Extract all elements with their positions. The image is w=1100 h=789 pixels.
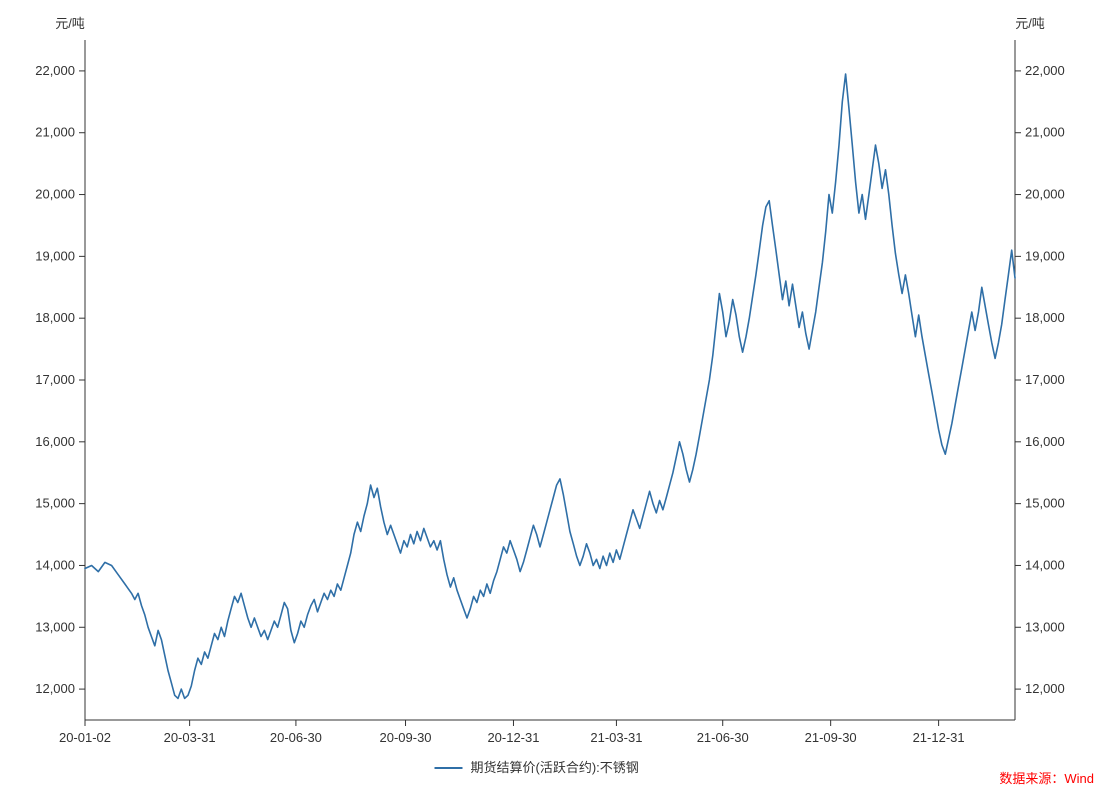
x-tick-label: 20-03-31 bbox=[164, 730, 216, 745]
y-tick-label-left: 16,000 bbox=[35, 434, 75, 449]
y-tick-label-left: 21,000 bbox=[35, 125, 75, 140]
legend-label: 期货结算价(活跃合约):不锈钢 bbox=[471, 760, 639, 775]
y-tick-label-left: 12,000 bbox=[35, 681, 75, 696]
y-tick-label-left: 22,000 bbox=[35, 63, 75, 78]
y-tick-label-left: 19,000 bbox=[35, 248, 75, 263]
y-tick-label-left: 20,000 bbox=[35, 187, 75, 202]
x-tick-label: 20-06-30 bbox=[270, 730, 322, 745]
y-axis-label-right: 元/吨 bbox=[1015, 16, 1045, 31]
y-tick-label-right: 19,000 bbox=[1025, 248, 1065, 263]
y-tick-label-right: 20,000 bbox=[1025, 187, 1065, 202]
y-tick-label-left: 14,000 bbox=[35, 557, 75, 572]
x-tick-label: 20-01-02 bbox=[59, 730, 111, 745]
y-tick-label-right: 22,000 bbox=[1025, 63, 1065, 78]
y-tick-label-right: 13,000 bbox=[1025, 619, 1065, 634]
x-tick-label: 21-12-31 bbox=[913, 730, 965, 745]
y-tick-label-right: 21,000 bbox=[1025, 125, 1065, 140]
y-tick-label-right: 18,000 bbox=[1025, 310, 1065, 325]
y-tick-label-left: 15,000 bbox=[35, 496, 75, 511]
x-tick-label: 21-09-30 bbox=[805, 730, 857, 745]
chart-bg bbox=[0, 0, 1100, 789]
x-tick-label: 20-09-30 bbox=[379, 730, 431, 745]
line-chart: 12,000 12,000 13,000 13,000 14,000 14,000 15,0… bbox=[0, 0, 1100, 789]
y-tick-label-right: 12,000 bbox=[1025, 681, 1065, 696]
y-axis-label-left: 元/吨 bbox=[55, 16, 85, 31]
y-tick-label-left: 13,000 bbox=[35, 619, 75, 634]
y-tick-label-right: 14,000 bbox=[1025, 557, 1065, 572]
y-tick-label-right: 16,000 bbox=[1025, 434, 1065, 449]
y-tick-label-right: 17,000 bbox=[1025, 372, 1065, 387]
x-tick-label: 20-12-31 bbox=[487, 730, 539, 745]
data-source: 数据来源：Wind bbox=[999, 771, 1094, 786]
x-tick-label: 21-06-30 bbox=[697, 730, 749, 745]
y-tick-label-right: 15,000 bbox=[1025, 496, 1065, 511]
y-tick-label-left: 18,000 bbox=[35, 310, 75, 325]
chart-container: 12,000 12,000 13,000 13,000 14,000 14,000 15,0… bbox=[0, 0, 1100, 789]
x-tick-label: 21-03-31 bbox=[590, 730, 642, 745]
y-tick-label-left: 17,000 bbox=[35, 372, 75, 387]
